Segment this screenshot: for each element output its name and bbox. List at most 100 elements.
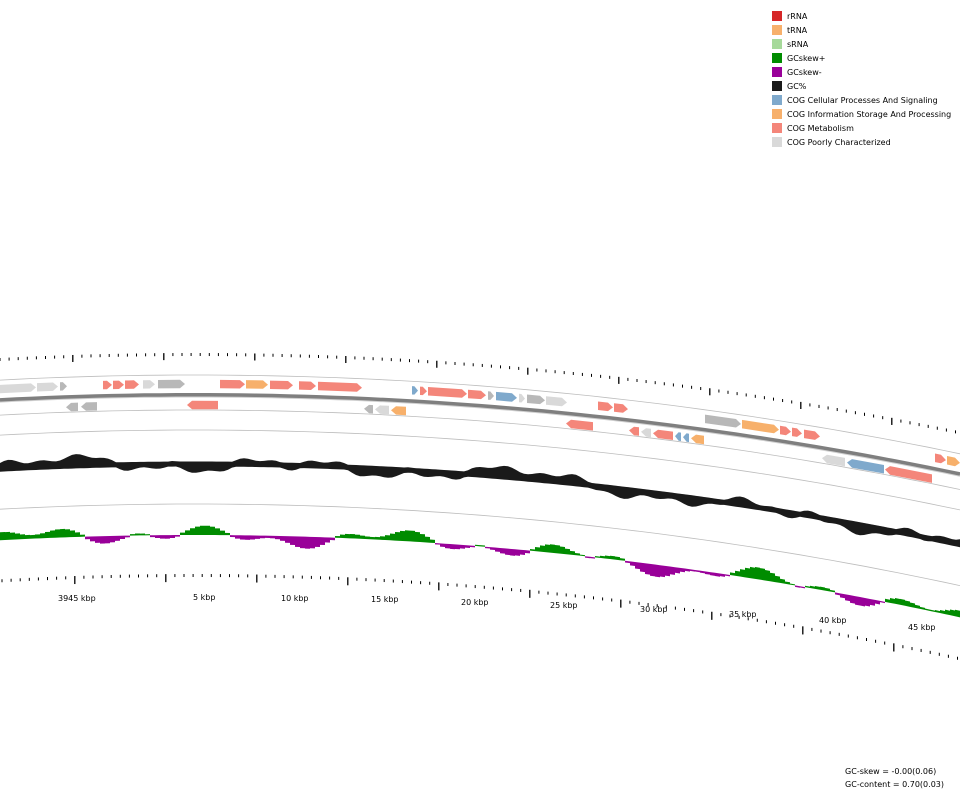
gc-skew-positive [135, 533, 140, 536]
gc-skew-positive [955, 609, 960, 618]
gc-skew-positive [200, 525, 205, 536]
gc-skew-negative [295, 536, 300, 547]
legend-label: sRNA [787, 39, 809, 49]
gc-skew-positive [915, 604, 920, 609]
gene-feature [885, 466, 932, 483]
legend-swatch [772, 53, 782, 63]
gc-skew-negative [590, 556, 595, 559]
gc-skew-negative [860, 597, 865, 607]
gene-feature [468, 389, 486, 400]
gc-skew-negative [625, 560, 630, 564]
tick-label-20: 20 kbp [461, 598, 489, 607]
legend-swatch [772, 95, 782, 105]
legend-label: rRNA [787, 11, 808, 21]
gc-skew-positive [210, 526, 215, 536]
gc-skew-negative [235, 535, 240, 539]
gene-feature [629, 426, 639, 436]
gc-skew-negative [325, 537, 330, 543]
gc-skew-negative [445, 543, 450, 549]
gc-skew-negative [865, 597, 870, 607]
gc-skew-negative [495, 547, 500, 552]
gc-skew-positive [885, 598, 890, 603]
gc-skew-negative [280, 536, 285, 541]
gc-skew-negative [715, 572, 720, 577]
gc-skew-positive [30, 534, 35, 539]
gc-skew-positive [550, 544, 555, 554]
gc-content-stat: GC-content = 0.70(0.03) [845, 780, 944, 789]
gene-feature [158, 379, 185, 389]
gc-skew-positive [555, 544, 560, 554]
tick-label-35: 35 kbp [729, 610, 757, 619]
gene-feature [641, 428, 651, 438]
gene-feature [66, 402, 78, 412]
gc-skew-positive [560, 546, 565, 555]
gc-skew-positive [380, 536, 385, 541]
gc-skew-positive [215, 528, 220, 536]
gc-skew-track [0, 525, 960, 618]
gc-skew-negative [270, 535, 275, 539]
gc-skew-negative [880, 600, 885, 604]
legend-item-cog-metabolism: COG Metabolism [772, 121, 951, 135]
gc-skew-negative [465, 545, 470, 549]
gene-feature [691, 434, 704, 445]
gc-skew-negative [665, 565, 670, 577]
gc-skew-positive [945, 609, 950, 616]
gc-skew-positive [620, 558, 625, 561]
gc-skew-negative [505, 548, 510, 556]
gene-feature [804, 429, 820, 440]
gene-feature [391, 406, 406, 416]
gc-skew-negative [585, 556, 590, 559]
gc-skew-negative [315, 537, 320, 548]
gc-skew-negative [510, 548, 515, 556]
gene-feature [143, 380, 155, 389]
genome-backbone [0, 393, 960, 477]
gc-skew-negative [855, 596, 860, 606]
gc-skew-positive [55, 529, 60, 538]
gene-feature [519, 393, 525, 403]
gc-skew-positive [475, 544, 480, 547]
gc-skew-negative [265, 535, 270, 539]
backbone-highlight [0, 396, 960, 477]
gc-skew-positive [480, 545, 485, 547]
gene-feature [546, 396, 567, 407]
gc-skew-negative [850, 595, 855, 604]
gc-skew-negative [175, 535, 180, 537]
gc-skew-positive [375, 536, 380, 540]
gene-feature [375, 405, 389, 415]
gc-skew-positive [825, 587, 830, 592]
gc-skew-negative [260, 535, 265, 539]
gc-skew-positive [425, 536, 430, 543]
gc-skew-positive [410, 530, 415, 542]
gene-feature [614, 403, 628, 413]
gc-skew-positive [790, 583, 795, 586]
gc-skew-positive [355, 534, 360, 539]
gc-skew-negative [125, 535, 130, 538]
tick-label-30: 30 kbp [640, 605, 668, 614]
gc-skew-positive [365, 536, 370, 540]
gc-skew-positive [545, 544, 550, 553]
gc-skew-positive [750, 566, 755, 579]
legend-label: GCskew+ [787, 53, 826, 63]
gene-feature [566, 419, 593, 431]
gc-skew-positive [430, 539, 435, 544]
gc-skew-positive [820, 586, 825, 591]
legend-swatch [772, 25, 782, 35]
gc-skew-negative [115, 535, 120, 541]
inner-tick-ring [1, 574, 958, 660]
legend-label: GC% [787, 81, 807, 91]
gc-skew-negative [290, 536, 295, 546]
gc-skew-positive [600, 555, 605, 559]
gc-skew-negative [725, 574, 730, 577]
gc-skew-positive [730, 572, 735, 576]
gc-skew-positive [45, 531, 50, 539]
gc-skew-negative [150, 535, 155, 538]
gc-skew-positive [900, 598, 905, 606]
gene-feature [412, 386, 418, 395]
legend-swatch [772, 11, 782, 21]
gene-feature [103, 380, 112, 390]
gc-skew-positive [130, 534, 135, 536]
gc-skew-positive [745, 567, 750, 579]
gc-skew-positive [735, 570, 740, 577]
gc-skew-positive [755, 567, 760, 580]
